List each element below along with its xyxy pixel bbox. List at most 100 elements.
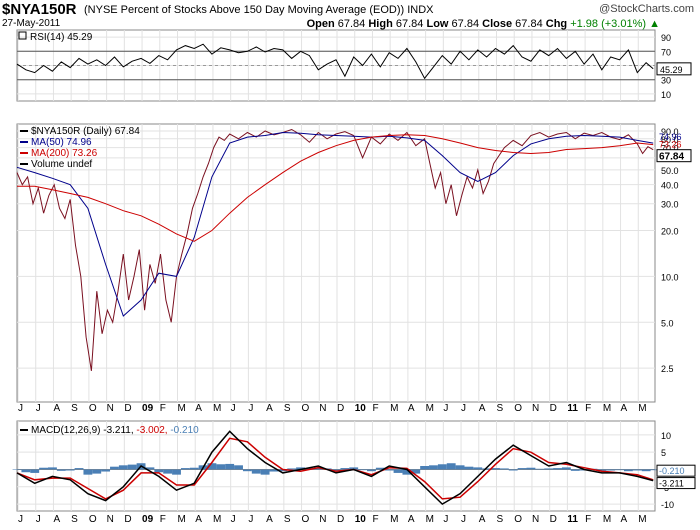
rsi-tick-label: 90: [661, 33, 671, 43]
macd-histogram-bar: [189, 467, 199, 470]
macd-histogram-bar: [110, 466, 119, 470]
macd-time-axis-label: S: [71, 514, 78, 525]
macd-histogram-bar: [180, 468, 190, 470]
macd-time-axis-label: J: [18, 514, 23, 525]
macd-time-axis-label: O: [514, 514, 522, 525]
macd-time-axis-label: N: [532, 514, 539, 525]
macd-time-axis-label: N: [107, 514, 114, 525]
price-tick-label: 90.0: [661, 127, 679, 137]
macd-histogram-bar: [606, 469, 616, 471]
macd-histogram-bar: [499, 468, 509, 470]
rsi-current-label: 45.29: [660, 65, 683, 75]
ma200-series-line: [17, 134, 654, 242]
price-tick-label: 30.0: [661, 200, 679, 210]
macd-legend-part: -3.002,: [136, 425, 170, 436]
macd-time-axis-label: S: [497, 514, 504, 525]
time-axis-label: O: [302, 403, 310, 414]
price-tick-label: 80.0: [661, 135, 679, 145]
macd-histogram-bar: [39, 467, 49, 470]
macd-time-axis-label: A: [408, 514, 415, 525]
macd-histogram-bar: [473, 467, 483, 470]
macd-histogram-bar: [508, 469, 518, 471]
rsi-series-line: [16, 43, 654, 80]
macd-histogram-bar: [420, 466, 430, 470]
macd-current-box: [656, 464, 696, 477]
macd-histogram-bar: [411, 469, 421, 474]
macd-time-axis-label: F: [585, 514, 591, 525]
macd-histogram-bar: [48, 467, 57, 470]
macd-histogram-bar: [597, 469, 607, 471]
macd-time-axis-label: 10: [355, 514, 367, 525]
time-axis-label: M: [390, 403, 398, 414]
time-axis-label: A: [621, 403, 628, 414]
macd-histogram-bar: [74, 468, 84, 470]
time-axis-label: N: [107, 403, 114, 414]
macd-histogram-bar: [65, 469, 75, 471]
exchange-text: INDX: [407, 4, 434, 16]
macd-panel-frame: [16, 420, 656, 512]
macd-time-axis-label: S: [284, 514, 291, 525]
time-axis-label: D: [550, 403, 557, 414]
macd-histogram-bar: [648, 469, 658, 471]
macd-histogram-bar: [225, 463, 235, 470]
macd-histogram-bar: [641, 469, 651, 472]
time-axis-label: A: [53, 403, 60, 414]
time-axis-label: J: [18, 403, 23, 414]
macd-histogram-bar: [455, 465, 465, 470]
macd-histogram-bar: [526, 467, 536, 470]
time-axis-label: N: [532, 403, 539, 414]
macd-legend-part: MACD(12,26,9) -3.211,: [31, 425, 136, 436]
price-legend-text: Volume undef: [31, 159, 92, 170]
macd-histogram-bar: [446, 463, 456, 470]
macd-histogram-bar: [437, 464, 447, 470]
rsi-current-box: [656, 62, 692, 76]
macd-current-box: [656, 477, 696, 490]
time-axis-label: N: [319, 403, 326, 414]
time-axis-label: J: [248, 403, 253, 414]
time-axis-label: F: [160, 403, 166, 414]
macd-histogram-bar: [207, 463, 217, 470]
time-axis-label: A: [266, 403, 273, 414]
time-axis-label: M: [426, 403, 434, 414]
price-legend-text: $NYA150R (Daily) 67.84: [31, 126, 140, 137]
ma50-series-line: [16, 131, 654, 317]
quote-line: Open 67.84 High 67.84 Low 67.84 Close 67…: [307, 18, 660, 30]
macd-histogram-bar: [260, 469, 270, 475]
price-current-label: 67.84: [659, 152, 684, 163]
macd-histogram-bar: [358, 469, 368, 471]
macd-time-axis-label: J: [443, 514, 448, 525]
macd-histogram-bar: [429, 465, 438, 470]
chg-arrow-icon: ▲: [649, 18, 660, 30]
description-text: (NYSE Percent of Stocks Above 150 Day Mo…: [84, 4, 405, 16]
price-legend-text: MA(50) 74.96: [31, 137, 92, 148]
macd-histogram-bar: [83, 469, 93, 475]
time-axis-label: M: [178, 403, 186, 414]
price-legend-text: MA(200) 73.26: [31, 148, 98, 159]
time-axis-label: S: [284, 403, 291, 414]
high-value: 67.84: [395, 18, 424, 30]
watermark: @StockCharts.com: [599, 3, 694, 15]
macd-current-label: -0.210: [659, 466, 685, 476]
price-series-line: [16, 128, 654, 371]
time-axis-label: D: [337, 403, 344, 414]
macd-histogram-bar: [570, 469, 580, 471]
macd-histogram-bar: [92, 469, 102, 474]
macd-time-axis-label: D: [550, 514, 557, 525]
macd-histogram-bar: [632, 469, 642, 471]
time-axis-label: A: [479, 403, 486, 414]
rsi-tick-label: 10: [661, 90, 671, 100]
macd-histogram-bar: [154, 469, 164, 473]
macd-histogram-bar: [145, 467, 155, 470]
macd-histogram-bar: [127, 464, 137, 470]
macd-histogram-bar: [615, 469, 624, 471]
macd-histogram-bar: [349, 467, 359, 470]
open-value: 67.84: [337, 18, 366, 30]
time-axis-label: F: [372, 403, 378, 414]
macd-time-axis-label: J: [248, 514, 253, 525]
macd-histogram-bar: [278, 469, 288, 472]
macd-histogram-bar: [402, 469, 412, 475]
time-axis-label: M: [638, 403, 646, 414]
macd-histogram-bar: [517, 468, 527, 470]
time-axis-label: O: [514, 403, 522, 414]
macd-tick-label: 5: [661, 448, 666, 458]
